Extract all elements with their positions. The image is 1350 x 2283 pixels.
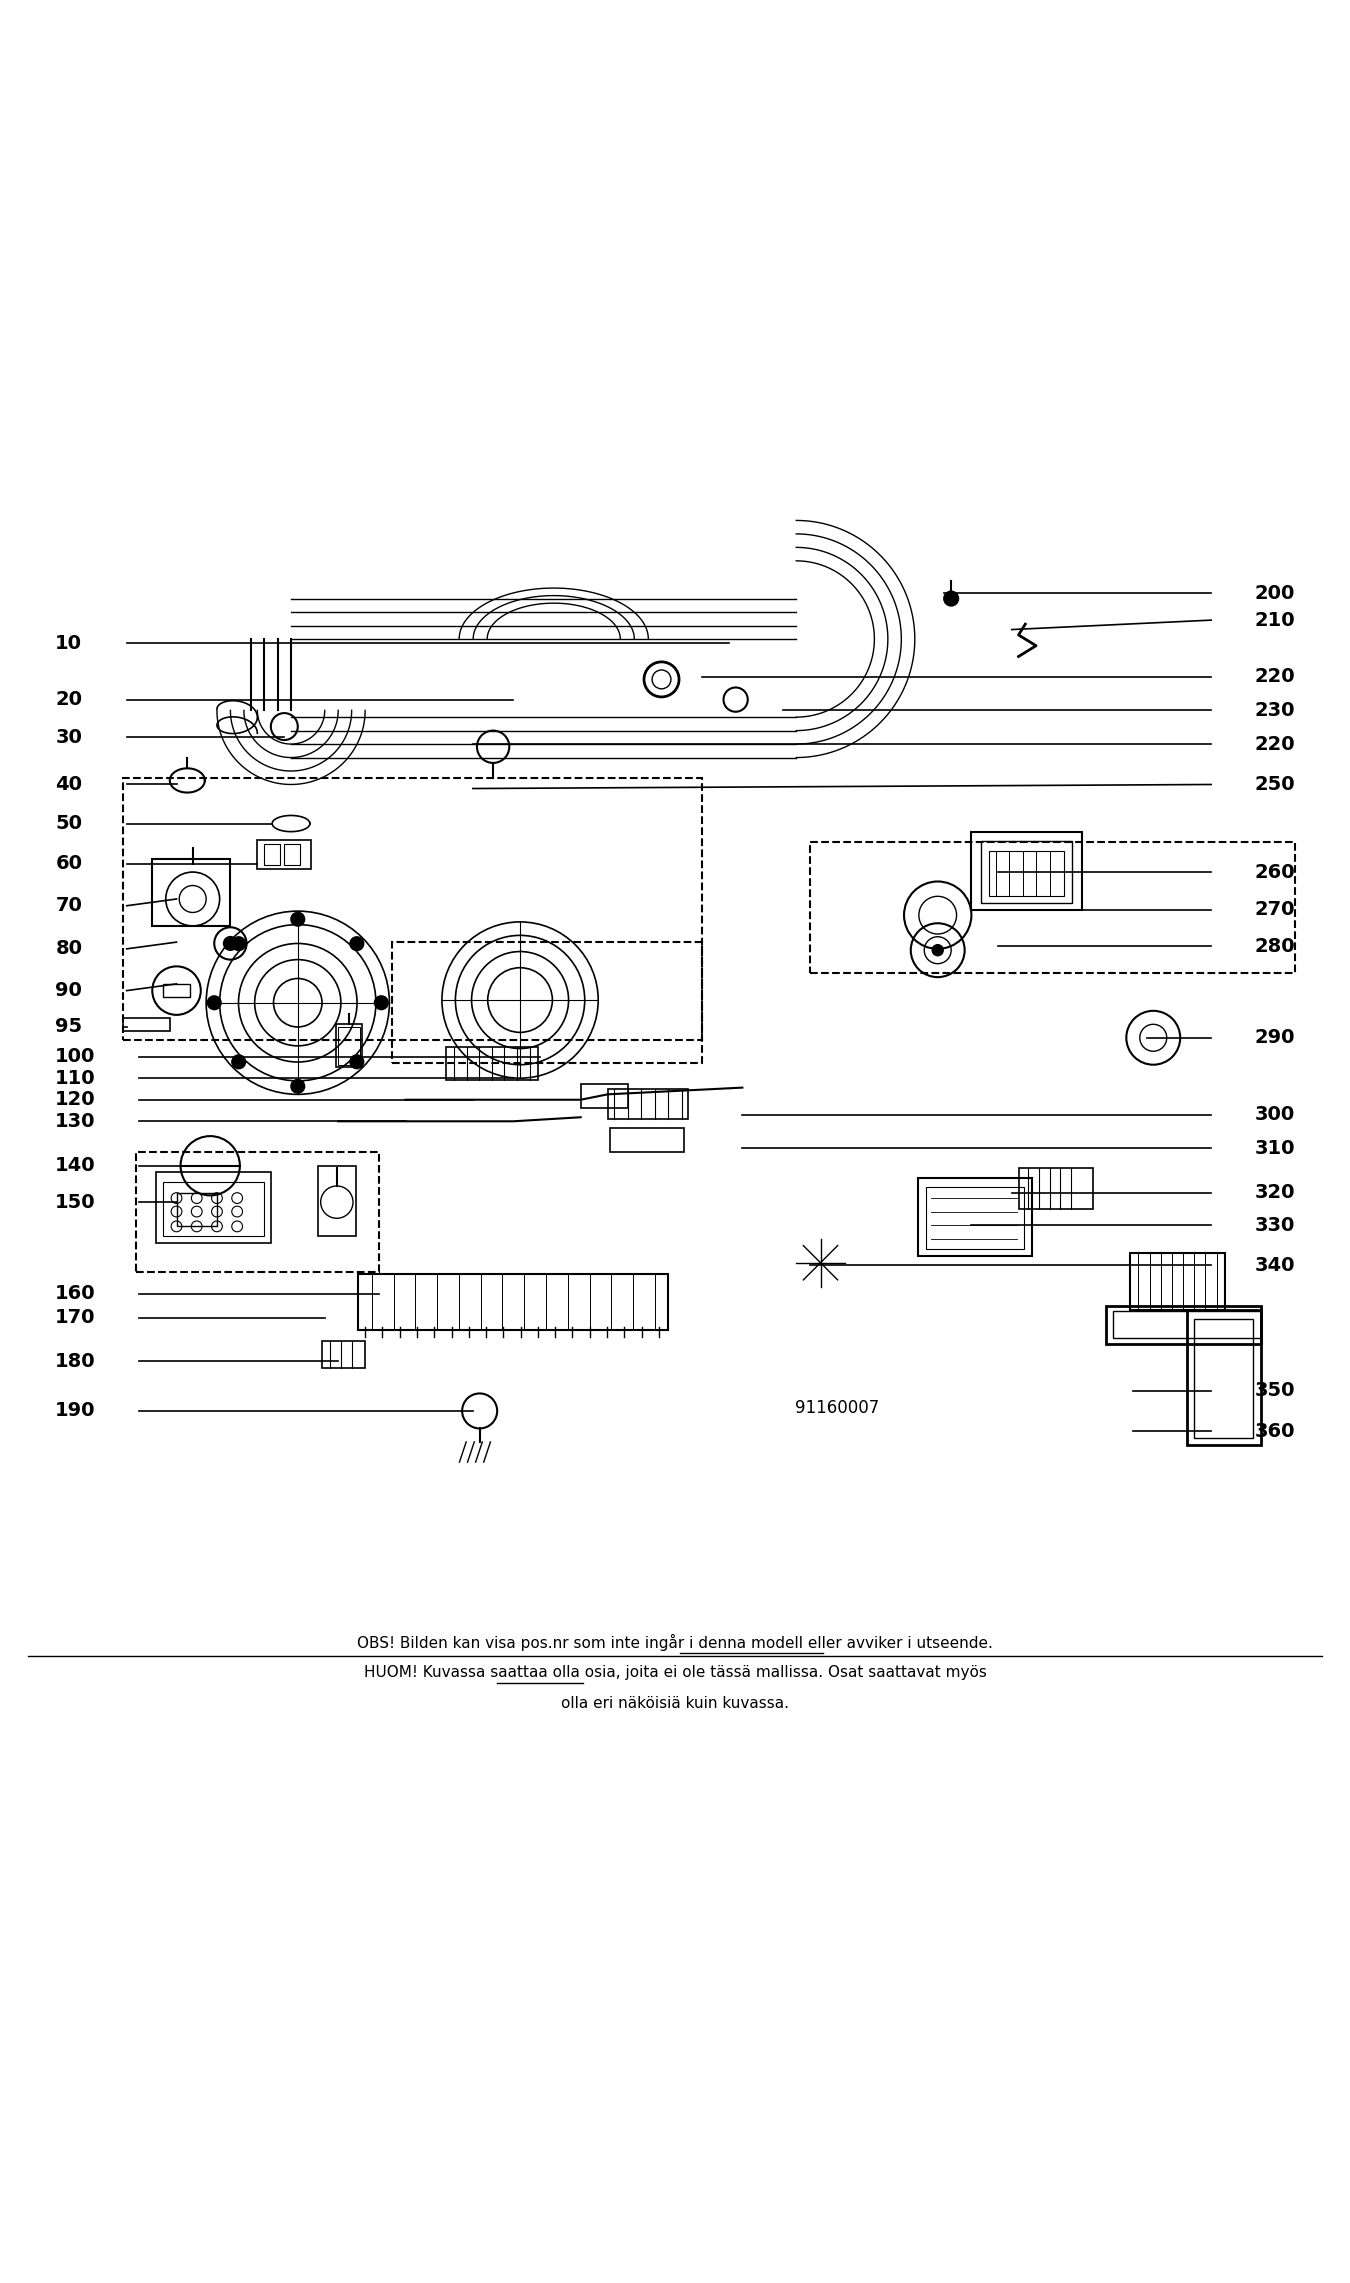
Text: 90: 90 xyxy=(55,982,82,1000)
Text: HUOM! Kuvassa saattaa olla osia, joita ei ole tässä mallissa. Osat saattavat myö: HUOM! Kuvassa saattaa olla osia, joita e… xyxy=(363,1664,987,1680)
Bar xyxy=(1018,1169,1092,1210)
Bar xyxy=(446,1048,537,1080)
Circle shape xyxy=(350,1055,363,1068)
Text: 220: 220 xyxy=(1254,735,1295,753)
Bar xyxy=(336,1025,362,1068)
Text: 230: 230 xyxy=(1254,701,1295,719)
Circle shape xyxy=(232,1055,246,1068)
Bar xyxy=(358,1274,668,1331)
Bar xyxy=(1112,1310,1261,1338)
Bar xyxy=(1106,1306,1261,1345)
Text: 120: 120 xyxy=(55,1091,96,1110)
Bar xyxy=(285,845,301,865)
Text: 260: 260 xyxy=(1254,863,1295,881)
Circle shape xyxy=(208,995,221,1009)
Text: 270: 270 xyxy=(1254,900,1295,920)
Text: 160: 160 xyxy=(55,1285,96,1304)
Bar xyxy=(163,984,190,998)
Circle shape xyxy=(944,591,960,607)
Bar xyxy=(319,1167,355,1235)
Text: 310: 310 xyxy=(1254,1139,1295,1157)
Text: 220: 220 xyxy=(1254,667,1295,687)
Circle shape xyxy=(933,945,944,957)
Bar xyxy=(265,845,281,865)
Text: 320: 320 xyxy=(1254,1183,1295,1203)
Bar xyxy=(1130,1253,1224,1310)
Bar xyxy=(177,1192,217,1226)
Text: 40: 40 xyxy=(55,774,82,794)
Text: 300: 300 xyxy=(1254,1105,1295,1123)
Text: 150: 150 xyxy=(55,1192,96,1212)
Bar xyxy=(990,852,1064,897)
Bar xyxy=(123,779,702,1041)
Bar xyxy=(580,1084,628,1107)
Text: 290: 290 xyxy=(1254,1027,1295,1048)
Bar xyxy=(610,1128,684,1153)
Text: 70: 70 xyxy=(55,897,82,915)
Circle shape xyxy=(232,936,246,950)
Text: 50: 50 xyxy=(55,815,82,833)
Text: 340: 340 xyxy=(1254,1256,1295,1274)
Text: 250: 250 xyxy=(1254,774,1295,794)
Bar xyxy=(136,1153,378,1272)
Bar xyxy=(163,1183,265,1235)
Text: 20: 20 xyxy=(55,689,82,710)
Text: OBS! Bilden kan visa pos.nr som inte ingår i denna modell eller avviker i utseen: OBS! Bilden kan visa pos.nr som inte ing… xyxy=(356,1635,994,1651)
Text: 170: 170 xyxy=(55,1308,96,1326)
Text: 350: 350 xyxy=(1254,1381,1295,1399)
Text: 60: 60 xyxy=(55,854,82,874)
Circle shape xyxy=(374,995,387,1009)
Text: 200: 200 xyxy=(1254,584,1295,603)
Bar xyxy=(123,1018,170,1032)
Text: 130: 130 xyxy=(55,1112,96,1130)
Text: 330: 330 xyxy=(1254,1215,1295,1235)
Text: 95: 95 xyxy=(55,1018,82,1036)
Bar xyxy=(608,1089,688,1119)
Circle shape xyxy=(224,936,238,950)
Bar xyxy=(157,1173,271,1242)
Circle shape xyxy=(350,936,363,950)
Text: olla eri näköisiä kuin kuvassa.: olla eri näköisiä kuin kuvassa. xyxy=(562,1696,788,1710)
Bar xyxy=(918,1178,1031,1256)
Text: 30: 30 xyxy=(55,728,82,747)
Text: 140: 140 xyxy=(55,1155,96,1176)
Circle shape xyxy=(292,1080,305,1094)
Bar xyxy=(972,831,1081,911)
Text: 100: 100 xyxy=(55,1048,96,1066)
Bar xyxy=(1187,1310,1261,1445)
Circle shape xyxy=(292,913,305,927)
Text: 10: 10 xyxy=(55,632,82,653)
Bar xyxy=(392,943,702,1064)
Text: 80: 80 xyxy=(55,938,82,959)
Bar xyxy=(153,858,231,927)
Bar xyxy=(1193,1320,1253,1438)
Bar xyxy=(810,842,1295,973)
Text: 210: 210 xyxy=(1254,610,1295,630)
Bar xyxy=(926,1187,1023,1249)
Text: 190: 190 xyxy=(55,1402,96,1420)
Bar xyxy=(258,840,312,870)
Text: 110: 110 xyxy=(55,1068,96,1087)
Text: 91160007: 91160007 xyxy=(795,1399,879,1418)
Bar xyxy=(981,840,1072,904)
Text: 280: 280 xyxy=(1254,936,1295,957)
Text: 360: 360 xyxy=(1254,1422,1295,1441)
Text: 180: 180 xyxy=(55,1352,96,1370)
Bar xyxy=(339,1027,359,1064)
Bar xyxy=(323,1340,364,1368)
